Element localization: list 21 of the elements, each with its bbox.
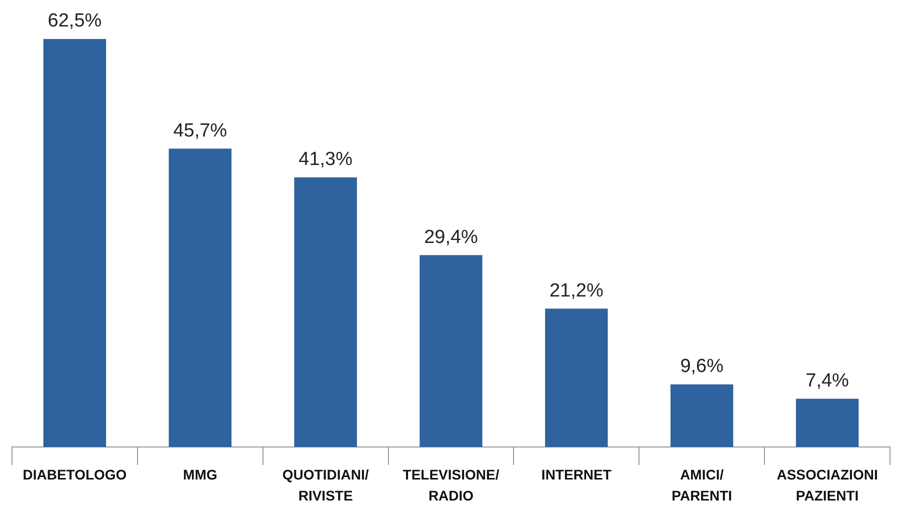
x-tick-label: DIABETOLOGO	[22, 466, 127, 482]
x-tick-label: ASSOCIAZIONI PAZIENTI	[776, 466, 878, 504]
data-label: 29,4%	[424, 226, 478, 248]
bar	[168, 148, 232, 447]
bar	[43, 39, 106, 447]
data-label: 45,7%	[173, 120, 228, 142]
data-label: 21,2%	[549, 280, 604, 302]
bar	[796, 398, 859, 447]
x-tick-label: MMG	[183, 466, 218, 482]
data-label: 9,6%	[680, 356, 724, 378]
x-tick-label: TELEVISIONE/ RADIO	[402, 466, 500, 504]
x-tick-label: QUOTIDIANI/ RIVISTE	[282, 466, 369, 504]
data-label: 62,5%	[48, 10, 102, 32]
data-label: 7,4%	[806, 370, 850, 392]
bar	[670, 384, 734, 447]
bar	[545, 308, 608, 447]
x-tick-label: INTERNET	[541, 466, 612, 482]
x-tick-label: AMICI/ PARENTI	[672, 466, 732, 504]
data-label: 41,3%	[298, 149, 353, 170]
bar	[420, 255, 482, 447]
bar	[294, 177, 357, 447]
